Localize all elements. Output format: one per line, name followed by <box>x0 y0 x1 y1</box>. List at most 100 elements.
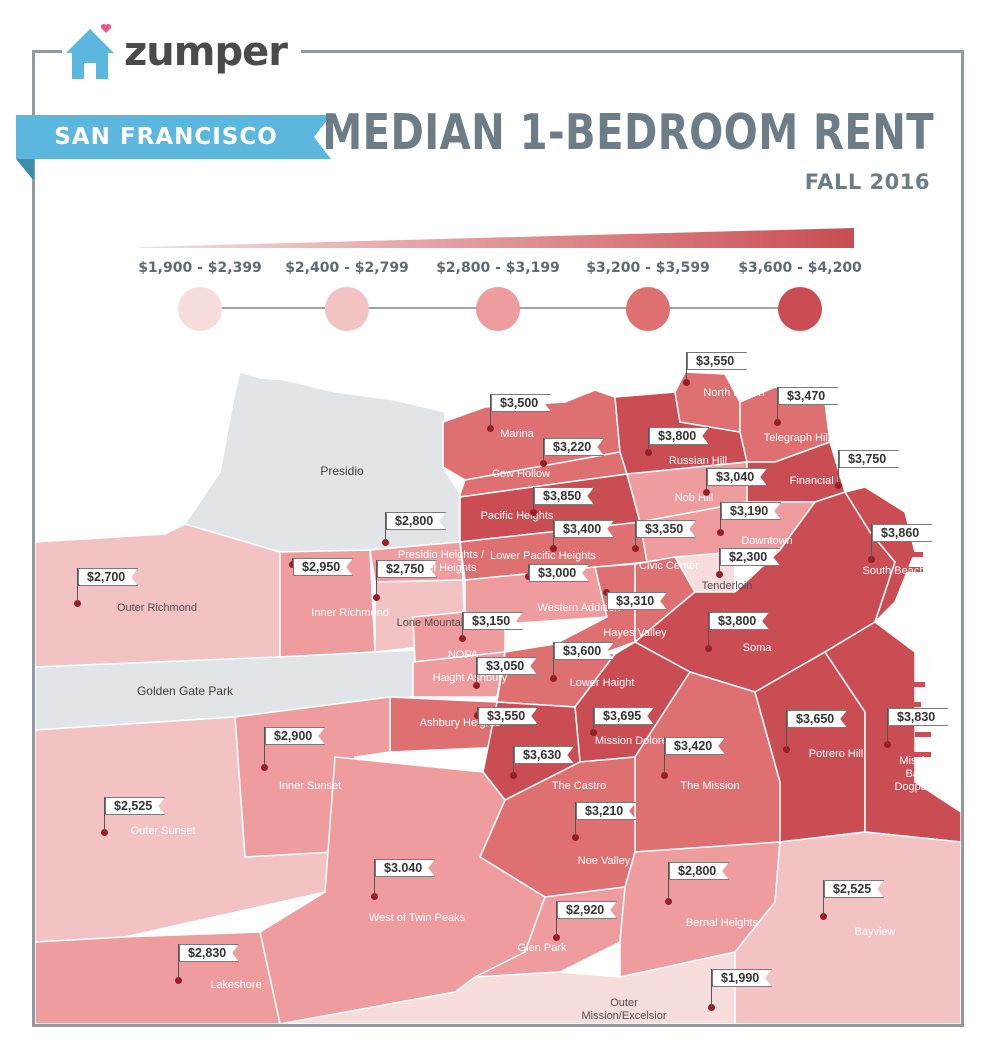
location-pin-icon <box>835 482 842 489</box>
rent-value: $3,150 <box>463 612 523 630</box>
rent-value: $3,630 <box>514 746 574 764</box>
flag-pole <box>490 394 491 428</box>
location-pin-icon <box>289 561 296 568</box>
neighborhood-name: Haight Ashbury <box>432 672 508 684</box>
flag-pole <box>513 746 514 775</box>
neighborhood-name: Outer Mission/Excelsior <box>581 997 667 1022</box>
neighborhood-name: West of Twin Peaks <box>368 912 466 924</box>
neighborhood-name: Outer Sunset <box>130 825 196 837</box>
flag-pole <box>593 707 594 732</box>
neighborhood-name: Bayview <box>854 926 896 938</box>
location-pin-icon <box>550 675 557 682</box>
flag-pole <box>553 642 554 678</box>
flag-pole <box>708 612 709 648</box>
location-pin-icon <box>820 913 827 920</box>
location-pin-icon <box>661 772 668 779</box>
location-pin-icon <box>373 594 380 601</box>
neighborhood-name: The Castro <box>551 780 607 792</box>
sf-map: Presidio Golden Gate Park North Beach $3,… <box>35 352 961 1024</box>
location-pin-icon <box>683 379 690 386</box>
legend-range-label: $3,600 - $4,200 <box>738 260 862 276</box>
flag-pole <box>556 901 557 937</box>
location-pin-icon <box>632 545 639 552</box>
neighborhood-name: Telegraph Hill <box>763 432 831 444</box>
location-pin-icon <box>645 449 652 456</box>
region-bayview <box>734 831 961 1024</box>
neighborhood-name: Outer Richmond <box>116 602 198 614</box>
location-pin-icon <box>371 893 378 900</box>
flag-pole <box>664 737 665 775</box>
rent-value: $3,420 <box>665 737 725 755</box>
location-pin-icon <box>705 645 712 652</box>
legend-gradient-wedge <box>140 228 854 248</box>
neighborhood-name: Lakeshore <box>210 979 262 991</box>
location-pin-icon <box>868 556 875 563</box>
flag-pole <box>606 592 607 596</box>
rent-value: $3,830 <box>888 708 948 726</box>
rent-value: $3,040 <box>707 468 767 486</box>
legend-swatch <box>325 287 369 331</box>
neighborhood-name: North Beach <box>703 387 765 399</box>
location-pin-icon <box>572 834 579 841</box>
neighborhood-name: Financial District <box>789 475 871 487</box>
park-golden-gate: Golden Gate Park <box>136 684 234 698</box>
neighborhood-name: South Beach <box>862 565 926 577</box>
region-outer-mission-excelsior <box>279 951 736 1024</box>
season-label: FALL 2016 <box>804 170 930 194</box>
flag-pole <box>477 707 478 715</box>
neighborhood-name: Potrero Hill <box>808 748 864 760</box>
region-mission-bay-dogpatch <box>823 621 961 843</box>
region-outer-richmond <box>35 523 281 668</box>
flag-pole <box>292 558 293 564</box>
rent-value: $2,800 <box>669 862 729 880</box>
neighborhood-name: Downtown <box>741 535 793 547</box>
rent-value: $1,990 <box>712 969 772 987</box>
neighborhood-name: Civic Center <box>639 560 699 572</box>
rent-value: $2,800 <box>386 512 446 530</box>
flag-pole <box>838 450 839 485</box>
park-presidio: Presidio <box>320 464 364 478</box>
location-pin-icon <box>474 712 481 719</box>
legend-range-label: $2,800 - $3,199 <box>436 260 560 276</box>
legend-swatch <box>778 287 822 331</box>
brand-name: zumper <box>124 29 288 75</box>
rent-value: $3,310 <box>607 592 667 610</box>
rent-value: $3,850 <box>534 487 594 505</box>
neighborhood-name: Western Addition <box>537 602 621 614</box>
legend-range-label: $3,200 - $3,599 <box>586 260 710 276</box>
flag-pole <box>823 880 824 916</box>
rent-value: $3,210 <box>576 802 636 820</box>
rent-value: $2,700 <box>78 568 138 586</box>
location-pin-icon <box>703 489 710 496</box>
flag-pole <box>533 487 534 512</box>
rent-value: $3,000 <box>529 564 589 582</box>
rent-value: $3,470 <box>778 387 838 405</box>
city-name: SAN FRANCISCO <box>54 124 278 150</box>
flag-pole <box>719 548 720 574</box>
flag-pole <box>374 859 375 896</box>
location-pin-icon <box>175 977 182 984</box>
location-pin-icon <box>510 772 517 779</box>
flag-pole <box>528 564 529 576</box>
location-pin-icon <box>101 829 108 836</box>
flag-pole <box>553 520 554 548</box>
neighborhood-name: Lone Mountain <box>396 617 470 629</box>
location-pin-icon <box>590 729 597 736</box>
neighborhood-name: Cow Hollow <box>491 468 551 480</box>
flag-pole <box>711 969 712 1007</box>
legend-swatch <box>626 287 670 331</box>
flag-pole <box>871 524 872 559</box>
neighborhood-name: Lower Haight <box>569 677 635 689</box>
flag-pole <box>635 520 636 548</box>
legend-range-label: $1,900 - $2,399 <box>138 260 262 276</box>
house-heart-icon <box>66 23 114 79</box>
neighborhood-name: NOPA <box>447 649 479 661</box>
neighborhood-name: Hayes Valley <box>603 627 667 639</box>
rent-value: $3,190 <box>721 502 781 520</box>
rent-value: $3,800 <box>649 427 709 445</box>
location-pin-icon <box>487 425 494 432</box>
rent-value: $3.040 <box>375 859 435 877</box>
neighborhood-name: Lower Pacific Heights <box>490 550 596 562</box>
location-pin-icon <box>382 539 389 546</box>
flag-pole <box>104 797 105 832</box>
